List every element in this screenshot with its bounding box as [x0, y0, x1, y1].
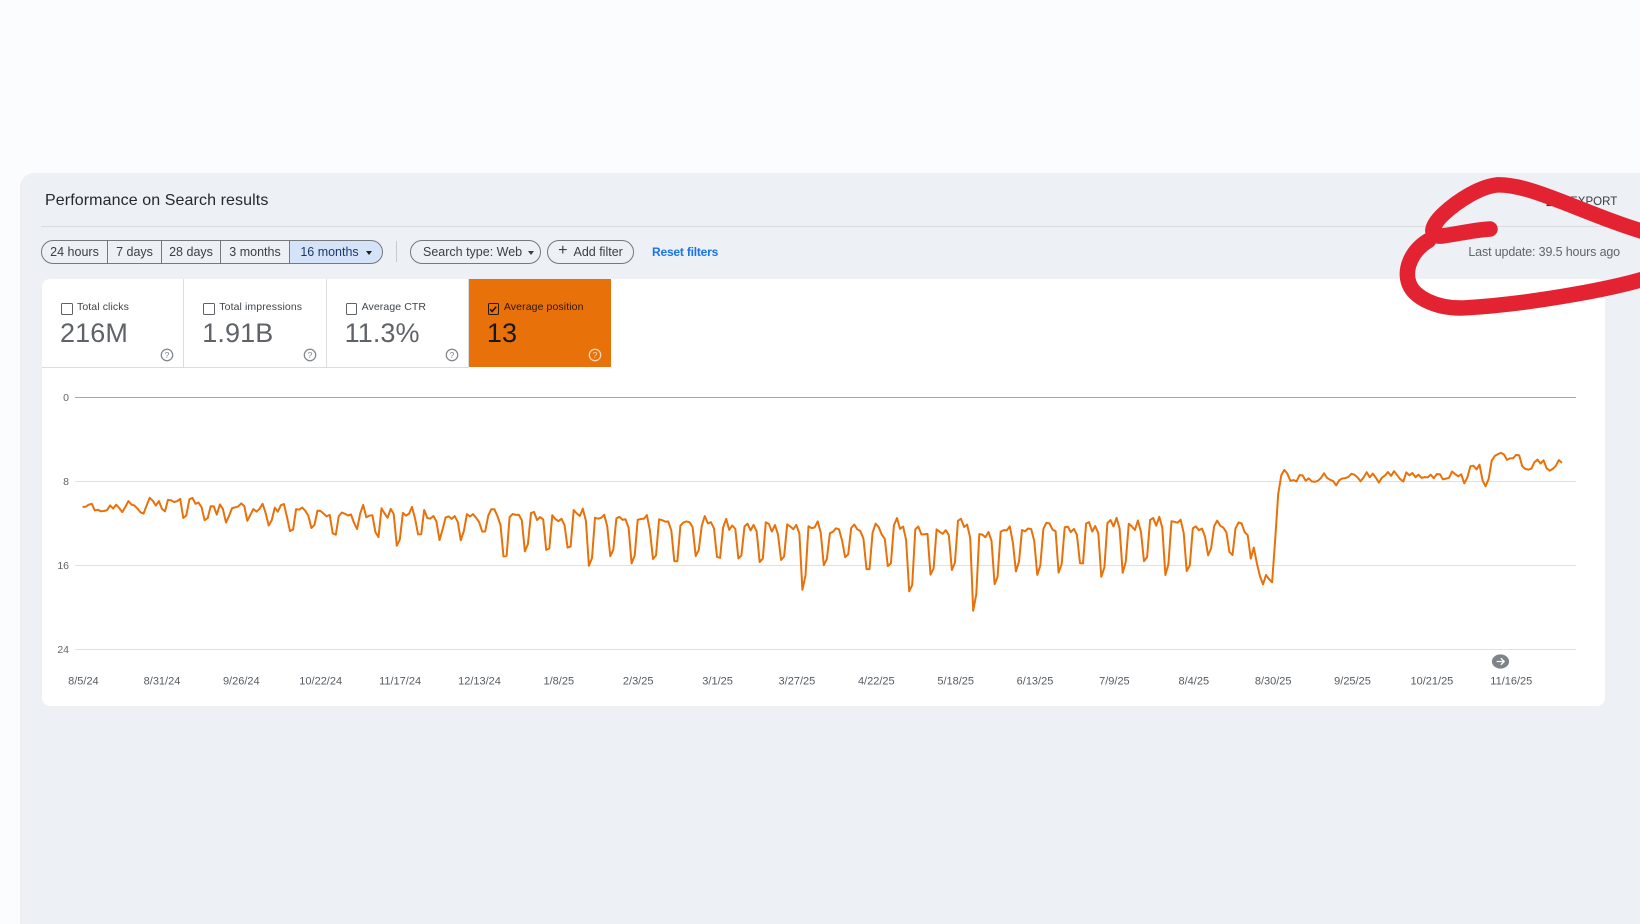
- svg-text:?: ?: [165, 350, 170, 360]
- svg-text:?: ?: [307, 350, 312, 360]
- svg-text:?: ?: [450, 350, 455, 360]
- svg-text:?: ?: [593, 350, 598, 360]
